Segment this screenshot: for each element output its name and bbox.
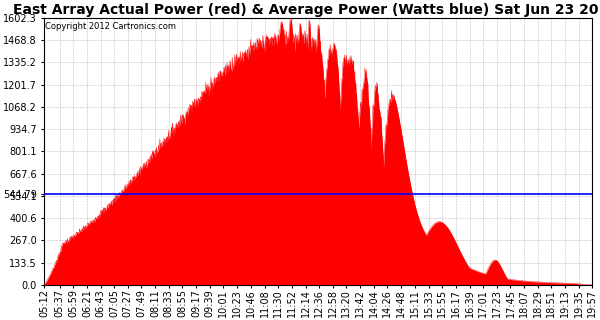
Title: East Array Actual Power (red) & Average Power (Watts blue) Sat Jun 23 20:04: East Array Actual Power (red) & Average …: [13, 3, 600, 17]
Text: Copyright 2012 Cartronics.com: Copyright 2012 Cartronics.com: [46, 22, 176, 31]
